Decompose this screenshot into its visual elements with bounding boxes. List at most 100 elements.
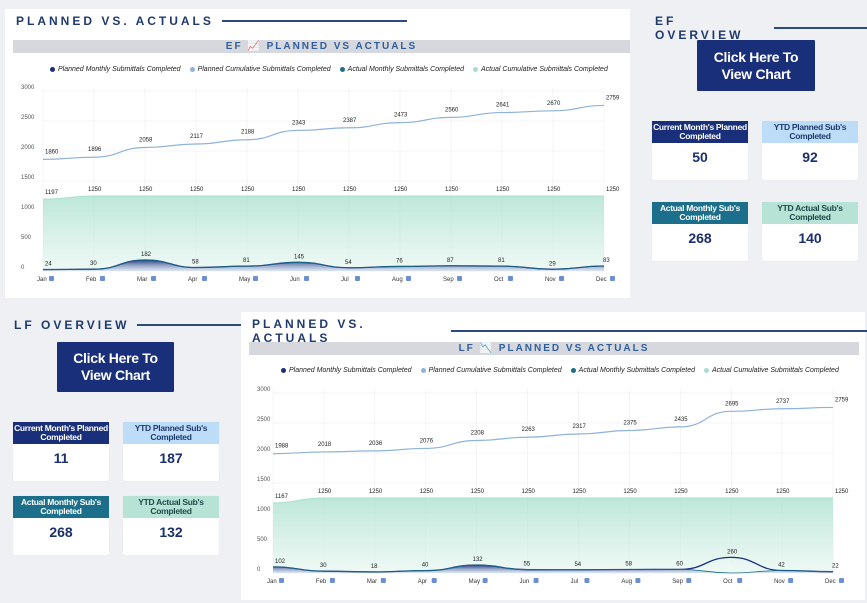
actual-cumulative-data-label: 1250 bbox=[88, 187, 102, 193]
x-tick-label: Feb bbox=[86, 277, 97, 283]
legend-item[interactable]: Planned Cumulative Submittals Completed bbox=[420, 367, 562, 374]
lf-view-chart-button[interactable]: Click Here To View Chart bbox=[57, 342, 174, 392]
y-tick-label: 1500 bbox=[257, 477, 271, 483]
legend-swatch bbox=[189, 67, 195, 72]
lf-kpi-actual-monthly: Actual Monthly Sub's Completed 268 bbox=[13, 496, 109, 555]
monthly-data-label: 81 bbox=[243, 258, 250, 264]
y-tick-label: 2000 bbox=[21, 145, 35, 151]
monthly-data-label: 18 bbox=[371, 564, 378, 570]
x-tick-label: Sep bbox=[672, 579, 683, 585]
actual-cumulative-data-label: 1250 bbox=[292, 187, 306, 193]
actual-cumulative-data-label: 1250 bbox=[394, 187, 408, 193]
planned-cumulative-data-label: 2076 bbox=[420, 438, 434, 444]
monthly-data-label: 55 bbox=[524, 562, 531, 568]
legend-item[interactable]: Actual Cumulative Submittals Completed bbox=[473, 66, 608, 73]
y-tick-label: 1000 bbox=[21, 205, 35, 211]
actual-cumulative-data-label: 1250 bbox=[496, 187, 510, 193]
planned-cumulative-data-label: 2018 bbox=[318, 442, 332, 448]
planned-cumulative-data-label: 2473 bbox=[394, 113, 408, 119]
calendar-icon bbox=[151, 276, 156, 281]
planned-cumulative-data-label: 2560 bbox=[445, 107, 459, 113]
ef-kpi-actual-monthly: Actual Monthly Sub's Completed 268 bbox=[652, 202, 748, 261]
legend-item[interactable]: Planned Monthly Submittals Completed bbox=[281, 367, 412, 374]
calendar-icon bbox=[533, 578, 539, 583]
calendar-icon bbox=[100, 276, 105, 281]
lf-chart-legend: Planned Monthly Submittals Completed Plan… bbox=[281, 367, 839, 374]
calendar-icon bbox=[406, 276, 411, 281]
ef-pva-title: PLANNED VS. ACTUALS bbox=[16, 14, 407, 28]
legend-label: Actual Monthly Submittals Completed bbox=[347, 66, 464, 73]
legend-label: Planned Monthly Submittals Completed bbox=[289, 367, 412, 374]
calendar-icon bbox=[202, 276, 207, 281]
lf-kpi-current-month-planned: Current Month's Planned Completed 11 bbox=[13, 422, 109, 481]
actual-cumulative-data-label: 1250 bbox=[369, 489, 383, 495]
actual-cumulative-line bbox=[272, 497, 833, 504]
legend-swatch bbox=[339, 67, 345, 72]
monthly-data-label: 102 bbox=[275, 559, 286, 565]
y-tick-label: 0 bbox=[21, 265, 25, 271]
calendar-icon bbox=[686, 578, 692, 583]
calendar-icon bbox=[788, 578, 794, 583]
planned-cumulative-line bbox=[42, 104, 605, 160]
actual-cumulative-data-label: 1250 bbox=[190, 187, 204, 193]
x-tick-label: Sep bbox=[443, 277, 454, 283]
title-rule bbox=[137, 324, 244, 326]
planned-cumulative-data-label: 2670 bbox=[547, 101, 561, 107]
lf-pva-title: PLANNED VS. ACTUALS bbox=[252, 317, 867, 345]
actual-cumulative-data-label: 1250 bbox=[835, 489, 849, 495]
legend-item[interactable]: Actual Monthly Submittals Completed bbox=[570, 367, 695, 374]
calendar-icon bbox=[559, 276, 564, 281]
monthly-data-label: 42 bbox=[778, 562, 785, 568]
monthly-data-label: 58 bbox=[625, 562, 632, 568]
x-tick-label: Dec bbox=[596, 277, 607, 283]
lf-kpi-ytd-actual: YTD Actual Sub's Completed 132 bbox=[123, 496, 219, 555]
monthly-data-label: 83 bbox=[603, 258, 610, 264]
x-tick-label: Jul bbox=[341, 277, 349, 283]
monthly-data-label: 76 bbox=[396, 258, 403, 264]
x-tick-label: Jan bbox=[267, 579, 277, 585]
lf-chart: 0 500 1000 1500 2000 2500 3000 1988 2018 2036 2076… bbox=[257, 387, 849, 585]
y-tick-label: 500 bbox=[257, 537, 268, 543]
calendar-icon bbox=[304, 276, 309, 281]
planned-cumulative-data-label: 2759 bbox=[606, 95, 620, 101]
ef-chart: 0 500 1000 1500 2000 2500 3000 1860 1896 2058 2117… bbox=[21, 85, 620, 283]
monthly-data-label: 87 bbox=[447, 258, 454, 264]
legend-swatch bbox=[570, 368, 576, 373]
chart-increasing-icon: 📈 bbox=[247, 41, 262, 52]
monthly-data-label: 54 bbox=[345, 260, 352, 266]
actual-cumulative-data-label: 1250 bbox=[139, 187, 153, 193]
legend-item[interactable]: Planned Monthly Submittals Completed bbox=[50, 66, 181, 73]
ef-view-chart-button[interactable]: Click Here To View Chart bbox=[697, 40, 815, 91]
calendar-icon bbox=[457, 276, 462, 281]
chart-decreasing-icon: 📉 bbox=[479, 343, 495, 354]
title-rule bbox=[773, 27, 867, 29]
y-tick-label: 3000 bbox=[21, 85, 35, 91]
monthly-data-label: 40 bbox=[422, 563, 429, 569]
calendar-icon bbox=[482, 578, 488, 583]
planned-cumulative-data-label: 2641 bbox=[496, 103, 510, 109]
actual-cumulative-data-label: 1250 bbox=[241, 187, 255, 193]
y-tick-label: 3000 bbox=[257, 387, 271, 393]
x-tick-label: Jun bbox=[290, 277, 300, 283]
calendar-icon bbox=[49, 276, 54, 281]
x-tick-label: Jun bbox=[520, 579, 530, 585]
calendar-icon bbox=[253, 276, 258, 281]
legend-item[interactable]: Actual Monthly Submittals Completed bbox=[339, 66, 464, 73]
x-tick-label: Mar bbox=[137, 277, 147, 283]
legend-swatch bbox=[473, 67, 478, 72]
planned-cumulative-data-label: 2117 bbox=[190, 134, 204, 140]
y-tick-label: 2500 bbox=[257, 417, 271, 423]
actual-cumulative-data-label: 1250 bbox=[776, 489, 790, 495]
monthly-data-label: 24 bbox=[45, 262, 52, 268]
planned-cumulative-data-label: 1988 bbox=[275, 444, 289, 450]
legend-item[interactable]: Planned Cumulative Submittals Completed bbox=[189, 66, 331, 73]
x-tick-label: Aug bbox=[392, 277, 403, 283]
actual-cumulative-data-label: 1250 bbox=[343, 187, 357, 193]
legend-item[interactable]: Actual Cumulative Submittals Completed bbox=[704, 367, 839, 374]
planned-cumulative-data-label: 2263 bbox=[522, 427, 536, 433]
x-tick-label: May bbox=[239, 277, 250, 283]
legend-swatch bbox=[704, 368, 709, 373]
actual-cumulative-data-label: 1167 bbox=[275, 494, 289, 500]
y-tick-label: 1500 bbox=[21, 175, 35, 181]
lf-overview-title: LF OVERVIEW bbox=[14, 318, 244, 332]
